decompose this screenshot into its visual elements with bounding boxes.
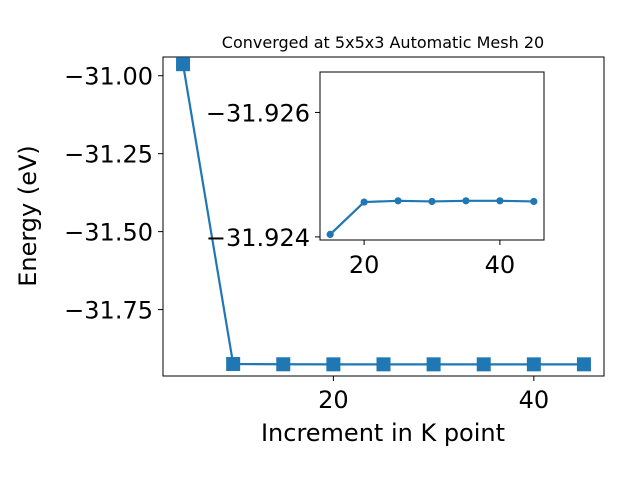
energy-point xyxy=(276,357,291,372)
inset-point xyxy=(428,197,436,206)
inset-point xyxy=(530,197,538,206)
energy-point xyxy=(226,357,241,372)
chart-title: Converged at 5x5x3 Automatic Mesh 20 xyxy=(222,33,544,52)
energy-point xyxy=(176,57,191,72)
inset-series xyxy=(326,197,538,238)
main-series xyxy=(176,57,591,372)
x-tick-label: 20 xyxy=(318,386,349,414)
x-tick-label: 40 xyxy=(519,386,550,414)
y-tick-label: −31.75 xyxy=(64,297,153,325)
inset-x-tick-label: 40 xyxy=(485,251,516,279)
energy-point xyxy=(326,357,341,372)
y-tick-label: −31.50 xyxy=(64,219,153,247)
y-axis-label: Energy (eV) xyxy=(14,145,42,287)
inset-axes: 20 40 −31.926 −31.924 xyxy=(206,71,545,279)
energy-point xyxy=(426,357,441,372)
inset-y-tick-label: −31.926 xyxy=(206,99,310,127)
inset-point xyxy=(496,197,504,205)
inset-point xyxy=(462,197,470,205)
energy-point xyxy=(476,357,491,372)
inset-point xyxy=(326,230,334,238)
x-axis-label: Increment in K point xyxy=(261,419,505,447)
inset-point xyxy=(360,198,368,206)
energy-point xyxy=(576,357,591,372)
energy-point xyxy=(376,357,391,372)
inset-ticks: 20 40 −31.926 −31.924 xyxy=(206,99,515,279)
main-ticks: 20 40 −31.00 −31.25 −31.50 −31.75 xyxy=(64,63,549,414)
y-tick-label: −31.25 xyxy=(64,141,153,169)
inset-plot-frame xyxy=(319,71,545,241)
inset-x-tick-label: 20 xyxy=(349,251,380,279)
energy-point xyxy=(526,357,541,372)
inset-y-tick-label: −31.924 xyxy=(206,224,310,252)
y-tick-label: −31.00 xyxy=(64,63,153,91)
inset-point xyxy=(394,197,402,205)
